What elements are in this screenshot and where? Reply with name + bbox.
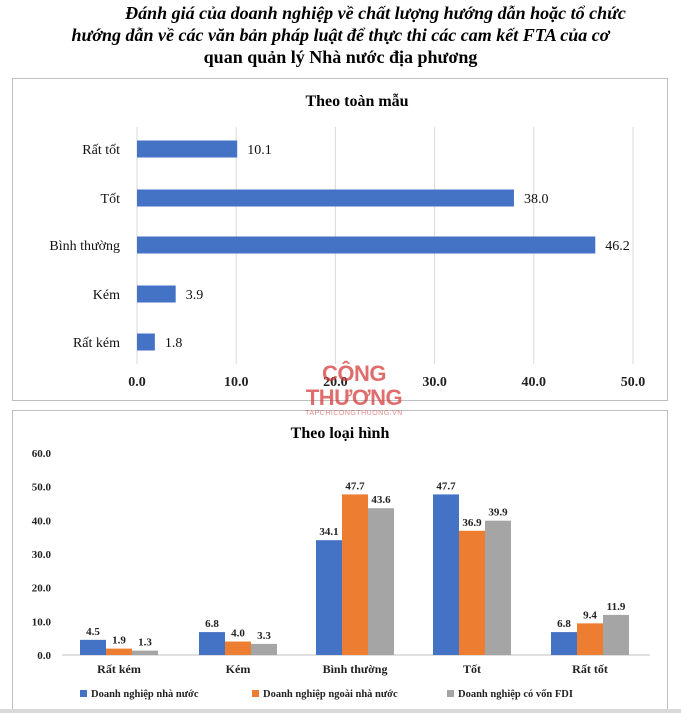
chart1-value-label: 46.2 bbox=[605, 239, 630, 254]
chart2-y-tick-label: 30.0 bbox=[32, 549, 52, 561]
title-line-1: Đánh giá của doanh nghiệp về chất lượng … bbox=[125, 3, 626, 23]
chart2-bar bbox=[80, 639, 106, 655]
chart1-bar bbox=[137, 285, 176, 303]
chart2-value-label: 6.8 bbox=[205, 618, 219, 630]
chart1-x-tick-label: 20.0 bbox=[323, 375, 348, 390]
chart2-value-label: 6.8 bbox=[557, 618, 571, 630]
chart2-category-label: Kém bbox=[226, 662, 251, 676]
chart2-value-label: 1.3 bbox=[138, 637, 152, 649]
chart2-value-label: 4.0 bbox=[231, 628, 245, 640]
chart2-legend-label: Doanh nghiệp ngoài nhà nước bbox=[263, 689, 398, 700]
chart2-y-tick-label: 0.0 bbox=[37, 650, 51, 662]
chart1-category-label: Rất kém bbox=[73, 336, 120, 351]
chart2-bar bbox=[106, 648, 132, 655]
chart2-title: Theo loại hình bbox=[291, 425, 390, 442]
chart2-value-label: 43.6 bbox=[371, 494, 391, 506]
title-line-3: quan quản lý Nhà nước địa phương bbox=[203, 47, 478, 67]
chart2-value-label: 47.7 bbox=[345, 480, 365, 492]
chart1-x-tick-label: 10.0 bbox=[224, 375, 249, 390]
chart2-bar bbox=[132, 650, 158, 655]
chart2-category-label: Tốt bbox=[463, 662, 481, 676]
chart2-value-label: 4.5 bbox=[86, 626, 100, 638]
chart2-category-label: Rất kém bbox=[97, 662, 141, 676]
chart1-bar bbox=[137, 140, 238, 158]
chart1-bar bbox=[137, 189, 514, 207]
chart1-title: Theo toàn mẫu bbox=[305, 93, 408, 110]
chart2-bar bbox=[433, 494, 459, 655]
chart1-category-label: Rất tốt bbox=[82, 143, 120, 158]
chart2-legend-label: Doanh nghiệp có vốn FDI bbox=[458, 689, 573, 700]
chart2-value-label: 39.9 bbox=[488, 507, 508, 519]
chart2-bar bbox=[485, 520, 511, 655]
chart2-category-label: Bình thường bbox=[323, 662, 388, 676]
chart-title: Đánh giá của doanh nghiệp về chất lượng … bbox=[0, 2, 681, 68]
chart2-value-label: 1.9 bbox=[112, 635, 126, 647]
chart1-category-label: Tốt bbox=[101, 192, 121, 207]
chart2-value-label: 3.3 bbox=[257, 630, 271, 642]
chart2-y-tick-label: 20.0 bbox=[32, 583, 52, 595]
title-line-2: hướng dẫn về các văn bản pháp luật để th… bbox=[71, 25, 610, 45]
chart2-value-label: 9.4 bbox=[583, 609, 597, 621]
chart2-y-tick-label: 50.0 bbox=[32, 482, 52, 494]
chart2-value-label: 36.9 bbox=[462, 517, 482, 529]
chart2-bar bbox=[551, 632, 577, 655]
chart1-bar bbox=[137, 333, 155, 351]
chart1-value-label: 10.1 bbox=[247, 143, 272, 158]
chart2-bar bbox=[316, 540, 342, 655]
chart2-legend-label: Doanh nghiệp nhà nước bbox=[91, 689, 199, 700]
chart2-bar bbox=[251, 643, 277, 655]
chart1-category-label: Bình thường bbox=[49, 239, 120, 254]
chart2-y-tick-label: 10.0 bbox=[32, 616, 52, 628]
chart2-legend-swatch bbox=[252, 690, 259, 697]
chart1-category-label: Kém bbox=[93, 288, 120, 303]
chart2-bar bbox=[368, 508, 394, 655]
chart2-legend-swatch bbox=[80, 690, 87, 697]
chart2-value-label: 11.9 bbox=[607, 601, 626, 613]
bottom-rule bbox=[0, 709, 681, 713]
chart1-x-tick-label: 40.0 bbox=[522, 375, 547, 390]
chart2-value-label: 47.7 bbox=[436, 480, 456, 492]
chart2-bar bbox=[577, 623, 603, 655]
chart1-x-tick-label: 0.0 bbox=[128, 375, 146, 390]
chart1-value-label: 1.8 bbox=[165, 336, 183, 351]
chart2-bar bbox=[459, 530, 485, 655]
chart1-value-label: 38.0 bbox=[524, 192, 549, 207]
chart2-bar bbox=[199, 632, 225, 655]
chart2-legend-swatch bbox=[447, 690, 454, 697]
chart2-bar bbox=[342, 494, 368, 655]
chart2-bar bbox=[225, 641, 251, 655]
chart2-y-tick-label: 40.0 bbox=[32, 515, 52, 527]
chart1-x-tick-label: 50.0 bbox=[621, 375, 646, 390]
chart2-bar bbox=[603, 614, 629, 655]
chart2-value-label: 34.1 bbox=[319, 526, 338, 538]
chart2-y-tick-label: 60.0 bbox=[32, 448, 52, 460]
chart2-category-label: Rất tốt bbox=[572, 662, 608, 676]
chart1-x-tick-label: 30.0 bbox=[422, 375, 447, 390]
chart1-value-label: 3.9 bbox=[186, 288, 204, 303]
chart1-bar bbox=[137, 236, 596, 254]
